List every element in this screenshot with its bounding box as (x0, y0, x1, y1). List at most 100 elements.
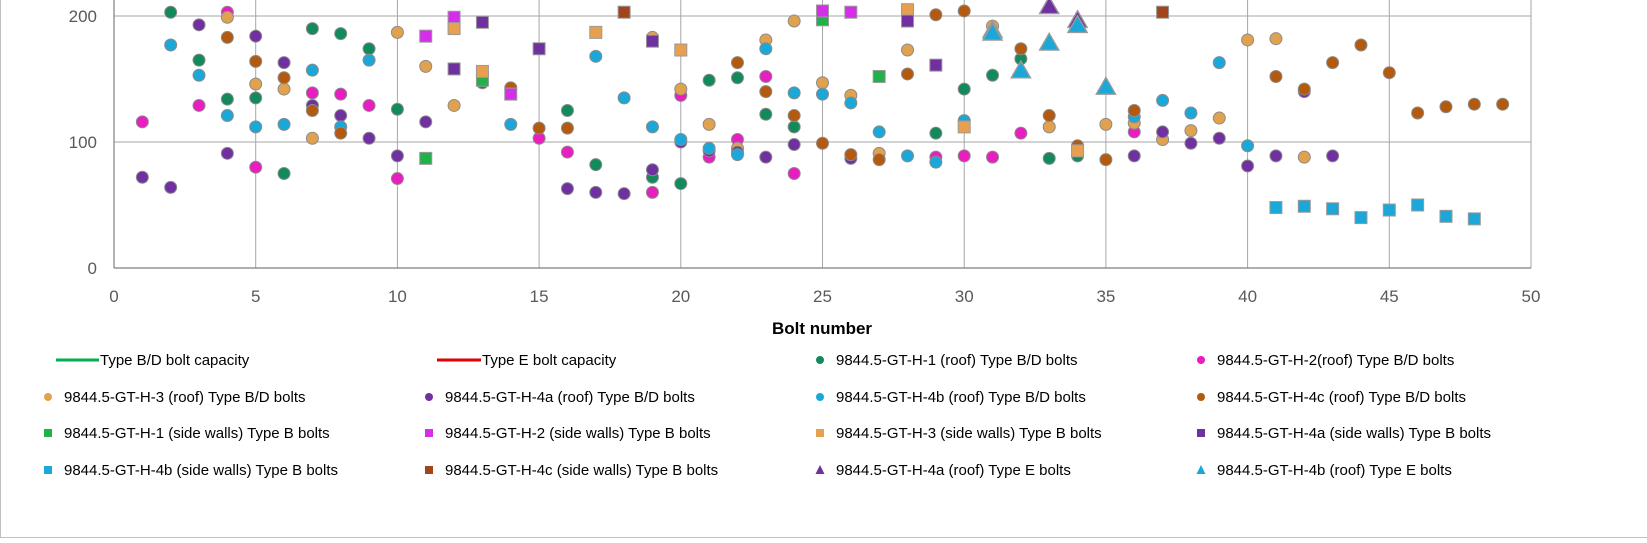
data-point (1439, 100, 1453, 114)
data-point (305, 104, 319, 117)
data-point (787, 167, 801, 180)
data-point (1212, 111, 1226, 125)
data-point (844, 96, 858, 110)
data-point (730, 56, 744, 70)
data-point (759, 42, 773, 56)
data-point (1127, 149, 1141, 163)
x-tick-label: 40 (1238, 287, 1257, 306)
data-point (1326, 149, 1340, 163)
x-tick-label: 20 (671, 287, 690, 306)
data-point (192, 18, 206, 32)
data-point (220, 146, 234, 160)
data-point (787, 120, 801, 134)
legend-item: 9844.5-GT-H-4b (side walls) Type B bolts (44, 462, 338, 479)
data-point (390, 172, 404, 186)
data-point (1241, 33, 1255, 47)
data-point (901, 149, 915, 163)
data-point (787, 14, 801, 28)
legend-item: 9844.5-GT-H-4b (roof) Type E bolts (1196, 462, 1452, 479)
data-point (730, 71, 744, 85)
data-point (816, 136, 829, 150)
data-point (957, 4, 971, 18)
data-point (1071, 144, 1085, 158)
legend-label: 9844.5-GT-H-4a (roof) Type E bolts (836, 462, 1071, 479)
data-point (1269, 32, 1283, 46)
legend-label: 9844.5-GT-H-4c (side walls) Type B bolts (445, 462, 718, 479)
data-point (1241, 139, 1255, 153)
data-point (816, 87, 829, 101)
data-point (589, 185, 603, 199)
legend-label: 9844.5-GT-H-4b (side walls) Type B bolts (64, 462, 338, 479)
x-tick-label: 15 (530, 287, 549, 306)
data-point (1269, 69, 1283, 83)
data-point (981, 21, 1004, 41)
legend-label: 9844.5-GT-H-1 (side walls) Type B bolts (64, 425, 330, 442)
data-point (334, 109, 348, 123)
data-point (1496, 97, 1510, 111)
data-point (617, 91, 631, 105)
data-point (1382, 66, 1396, 80)
data-point (702, 117, 716, 131)
data-point (1467, 212, 1481, 226)
data-point (872, 153, 886, 167)
data-point (220, 10, 234, 24)
data-point (929, 126, 943, 140)
data-point (560, 121, 574, 135)
data-point (1297, 199, 1311, 213)
data-point (135, 170, 149, 184)
legend-item: 9844.5-GT-H-4c (roof) Type B/D bolts (1197, 389, 1466, 406)
data-point (589, 25, 603, 39)
data-point (1354, 38, 1368, 52)
data-point (957, 149, 971, 163)
data-point (759, 69, 773, 83)
x-tick-label: 5 (251, 287, 260, 306)
data-point (1156, 93, 1170, 107)
data-point (277, 82, 291, 96)
data-point (589, 49, 603, 63)
data-point (1184, 136, 1198, 150)
data-point (419, 29, 433, 43)
data-point (702, 141, 716, 155)
x-tick-label: 0 (109, 287, 118, 306)
data-point (674, 132, 688, 146)
data-point (957, 82, 971, 96)
data-point (1411, 106, 1425, 120)
data-point (1156, 5, 1170, 19)
data-point (929, 58, 943, 72)
legend-marker-key (816, 393, 824, 401)
data-point (249, 54, 263, 68)
data-point (787, 138, 801, 152)
legend-label: Type E bolt capacity (482, 352, 617, 369)
data-point (844, 5, 858, 19)
data-point (1297, 150, 1311, 164)
data-point (277, 167, 291, 180)
legend-marker-key (1197, 356, 1205, 364)
data-point (447, 62, 461, 76)
data-point (1042, 151, 1056, 165)
legend-marker-key (425, 393, 433, 401)
data-point (220, 30, 234, 44)
data-point (277, 56, 291, 70)
data-point (1439, 209, 1453, 223)
legend-item: 9844.5-GT-H-2 (side walls) Type B bolts (425, 425, 711, 442)
data-point (787, 109, 801, 123)
data-point (249, 77, 263, 91)
legend-marker-key (1196, 465, 1206, 474)
legend-item: Type B/D bolt capacity (56, 352, 250, 369)
data-point (249, 91, 263, 105)
data-point (1326, 56, 1340, 70)
data-point (1241, 159, 1255, 173)
data-point (334, 27, 348, 41)
data-point (1042, 109, 1056, 123)
data-point (164, 180, 178, 194)
data-point (447, 10, 461, 24)
grid-lines (114, 0, 1532, 268)
data-point (901, 43, 915, 57)
data-point (277, 117, 291, 131)
data-point (362, 53, 376, 67)
data-point (504, 117, 518, 131)
legend-marker-key (816, 356, 824, 364)
data-point (901, 3, 915, 17)
data-point (192, 98, 206, 112)
